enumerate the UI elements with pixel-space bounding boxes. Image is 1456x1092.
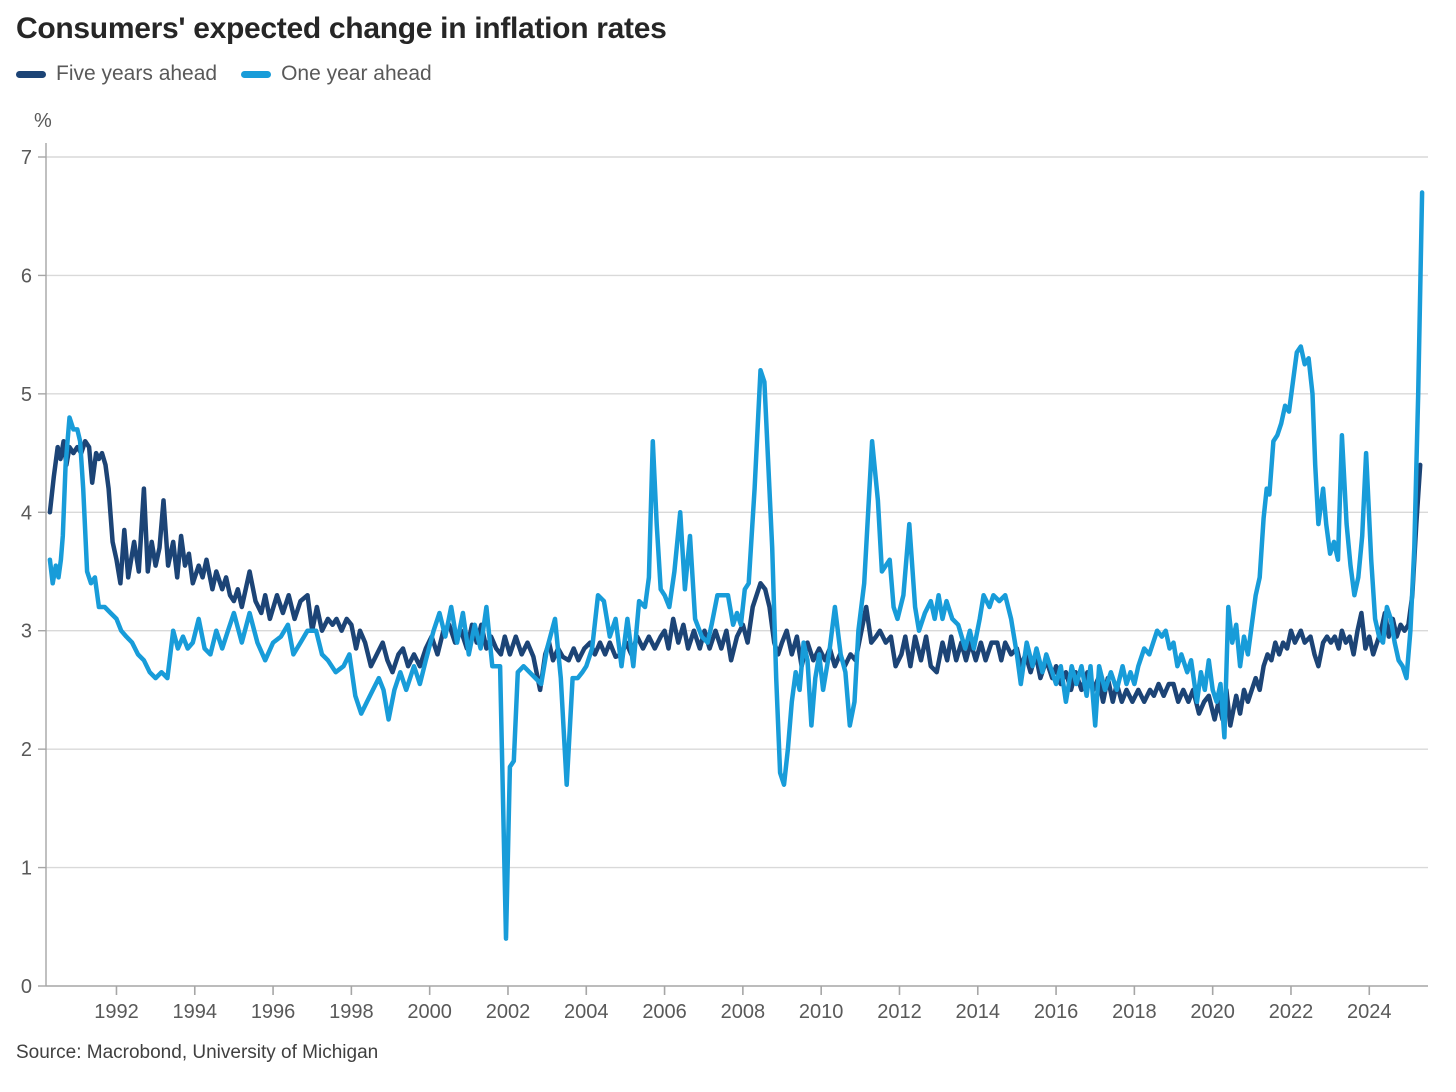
x-tick-label: 2014 [956, 1001, 1001, 1023]
x-tick-label: 1998 [329, 1001, 374, 1023]
x-tick-label: 2018 [1112, 1001, 1157, 1023]
y-tick-label: 3 [21, 621, 32, 643]
y-tick-label: 7 [21, 147, 32, 169]
x-tick-label: 2002 [486, 1001, 531, 1023]
x-tick-label: 2022 [1269, 1001, 1314, 1023]
x-tick-label: 2006 [642, 1001, 687, 1023]
series-line-one-year-ahead [47, 190, 1425, 941]
legend-label-one-year-ahead: One year ahead [281, 62, 432, 85]
x-tick-label: 2020 [1190, 1001, 1235, 1023]
legend-item-one-year-ahead: One year ahead [241, 62, 432, 86]
x-tick-label: 2010 [799, 1001, 844, 1023]
legend-item-five-years-ahead: Five years ahead [16, 62, 217, 86]
source-note: Source: Macrobond, University of Michiga… [16, 1042, 379, 1063]
one-year-ahead-swatch-icon [241, 70, 272, 78]
legend-label-five-years-ahead: Five years ahead [56, 62, 218, 85]
y-tick-label: 1 [21, 858, 32, 880]
x-tick-label: 2012 [877, 1001, 922, 1023]
five-years-ahead-swatch-icon [16, 70, 46, 78]
y-axis-unit-label: % [34, 110, 52, 132]
y-tick-label: 6 [21, 265, 32, 287]
x-tick-label: 2008 [721, 1001, 766, 1023]
chart-title: Consumers' expected change in inflation … [16, 12, 667, 45]
series-line-five-years-ahead [47, 438, 1423, 728]
x-tick-label: 1994 [173, 1001, 218, 1023]
y-tick-label: 4 [21, 502, 32, 524]
x-tick-label: 2024 [1347, 1001, 1392, 1023]
x-tick-label: 1992 [94, 1001, 139, 1023]
x-tick-label: 2000 [407, 1001, 452, 1023]
x-tick-label: 1996 [251, 1001, 296, 1023]
y-tick-label: 5 [21, 384, 32, 406]
y-tick-label: 0 [21, 976, 32, 998]
x-tick-label: 2004 [564, 1001, 609, 1023]
x-tick-label: 2016 [1034, 1001, 1079, 1023]
legend: Five years ahead One year ahead [16, 62, 432, 86]
y-tick-label: 2 [21, 739, 32, 761]
